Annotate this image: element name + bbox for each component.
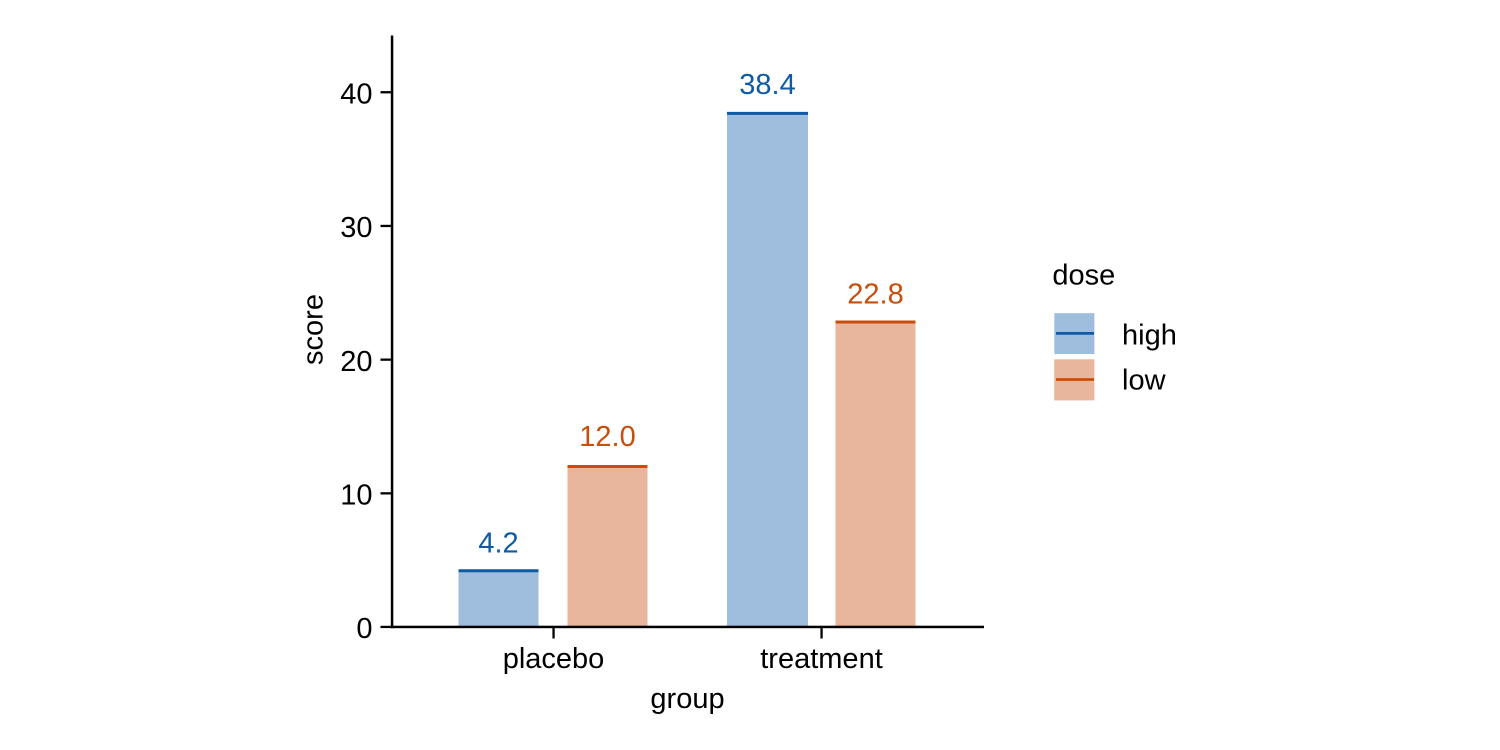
svg-text:30: 30 bbox=[340, 212, 372, 244]
svg-text:placebo: placebo bbox=[503, 643, 605, 675]
svg-text:low: low bbox=[1122, 364, 1167, 396]
svg-text:dose: dose bbox=[1052, 259, 1115, 291]
svg-text:38.4: 38.4 bbox=[739, 69, 795, 101]
svg-text:40: 40 bbox=[340, 78, 372, 110]
svg-text:12.0: 12.0 bbox=[579, 421, 635, 453]
svg-text:20: 20 bbox=[340, 346, 372, 378]
svg-text:score: score bbox=[298, 294, 330, 365]
svg-text:22.8: 22.8 bbox=[847, 279, 903, 311]
svg-text:4.2: 4.2 bbox=[478, 528, 518, 560]
svg-text:10: 10 bbox=[340, 480, 372, 512]
svg-text:treatment: treatment bbox=[760, 643, 883, 675]
svg-text:group: group bbox=[650, 683, 724, 715]
svg-text:0: 0 bbox=[356, 613, 372, 645]
svg-text:high: high bbox=[1122, 320, 1177, 352]
